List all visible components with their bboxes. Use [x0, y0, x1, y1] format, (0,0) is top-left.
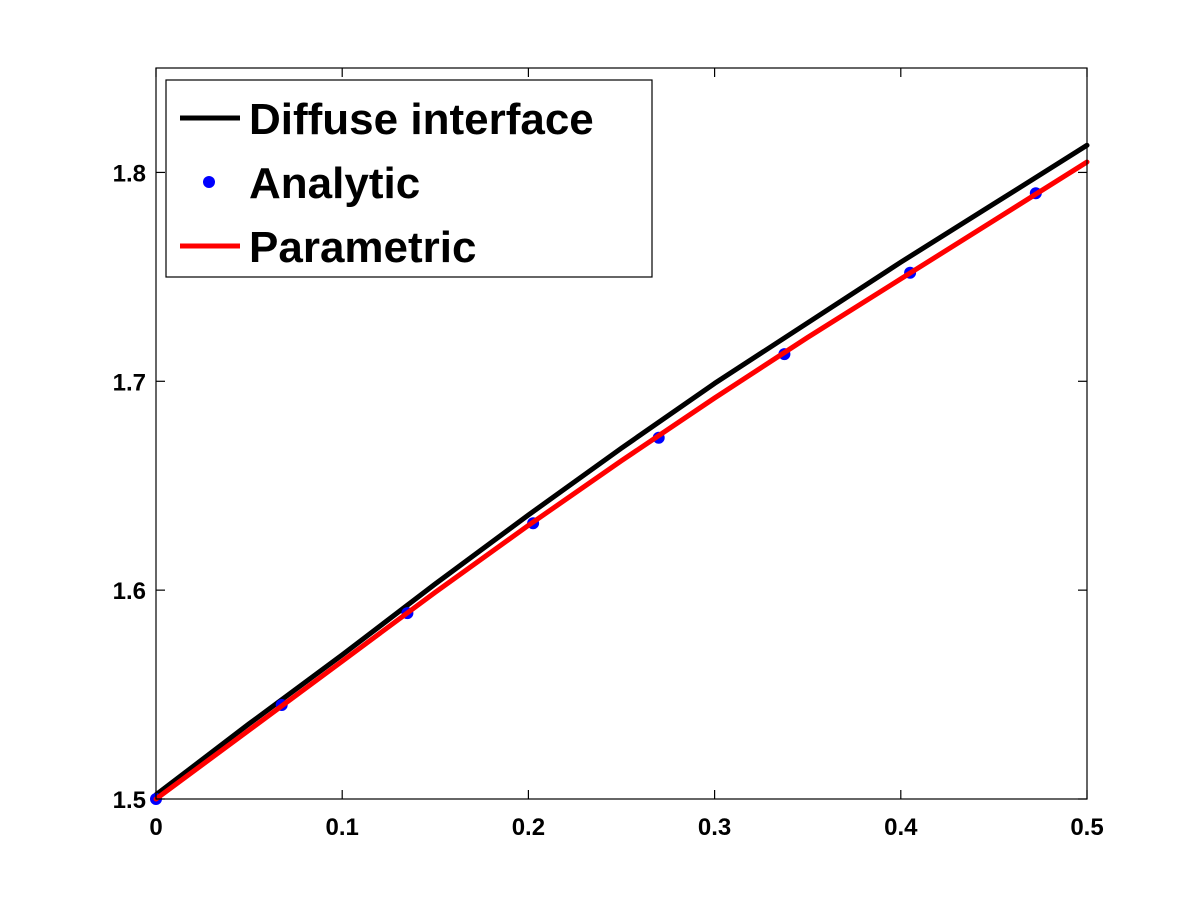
series-line-diffuse-interface [153, 142, 1090, 798]
legend-swatch-analytic [203, 176, 215, 188]
x-tick-label: 0.4 [884, 814, 918, 841]
series-line-parametric [153, 159, 1090, 802]
y-tick-label: 1.6 [113, 578, 146, 605]
x-tick-label: 0.1 [326, 814, 359, 841]
legend-box [165, 79, 653, 278]
legend: Diffuse interface Analytic Parametric [165, 79, 653, 278]
x-tick-label: 0 [149, 814, 162, 841]
y-tick-label: 1.8 [113, 160, 146, 187]
plot-series [150, 142, 1090, 805]
legend-label-parametric: Parametric [249, 223, 476, 272]
plot-frame [155, 67, 1088, 800]
x-tick-label: 0.2 [512, 814, 545, 841]
legend-label-analytic: Analytic [249, 159, 420, 208]
legend-label-diffuse-interface: Diffuse interface [249, 95, 594, 144]
y-tick-label: 1.7 [113, 369, 146, 396]
x-tick-label: 0.5 [1070, 814, 1103, 841]
x-tick-label: 0.3 [698, 814, 731, 841]
y-tick-label: 1.5 [113, 787, 146, 814]
axis-ticks: 0 0.1 0.2 0.3 0.4 0.5 1.5 1.6 1.7 1.8 [113, 68, 1104, 841]
